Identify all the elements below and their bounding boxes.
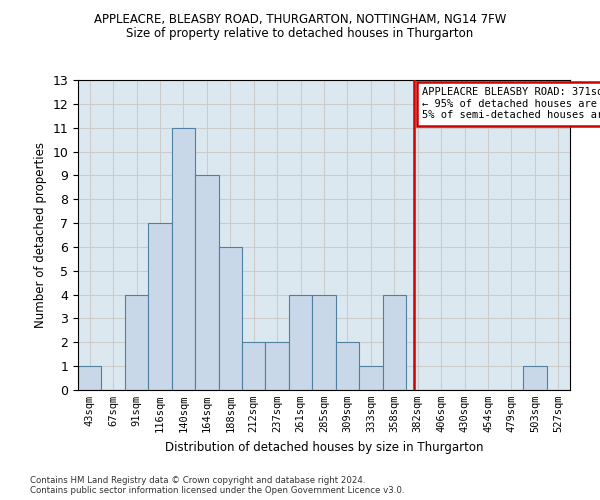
Bar	[195, 176, 218, 390]
Bar	[359, 366, 383, 390]
Bar	[78, 366, 101, 390]
Bar	[125, 294, 148, 390]
Bar	[383, 294, 406, 390]
Text: APPLEACRE, BLEASBY ROAD, THURGARTON, NOTTINGHAM, NG14 7FW: APPLEACRE, BLEASBY ROAD, THURGARTON, NOT…	[94, 12, 506, 26]
Bar	[218, 247, 242, 390]
Text: APPLEACRE BLEASBY ROAD: 371sqm
← 95% of detached houses are smaller (54)
5% of s: APPLEACRE BLEASBY ROAD: 371sqm ← 95% of …	[422, 87, 600, 120]
Bar	[523, 366, 547, 390]
Text: Contains HM Land Registry data © Crown copyright and database right 2024.
Contai: Contains HM Land Registry data © Crown c…	[30, 476, 404, 495]
X-axis label: Distribution of detached houses by size in Thurgarton: Distribution of detached houses by size …	[165, 440, 483, 454]
Bar	[289, 294, 312, 390]
Bar	[242, 342, 265, 390]
Text: Size of property relative to detached houses in Thurgarton: Size of property relative to detached ho…	[127, 28, 473, 40]
Bar	[312, 294, 336, 390]
Bar	[172, 128, 195, 390]
Bar	[265, 342, 289, 390]
Bar	[148, 223, 172, 390]
Y-axis label: Number of detached properties: Number of detached properties	[34, 142, 47, 328]
Bar	[336, 342, 359, 390]
